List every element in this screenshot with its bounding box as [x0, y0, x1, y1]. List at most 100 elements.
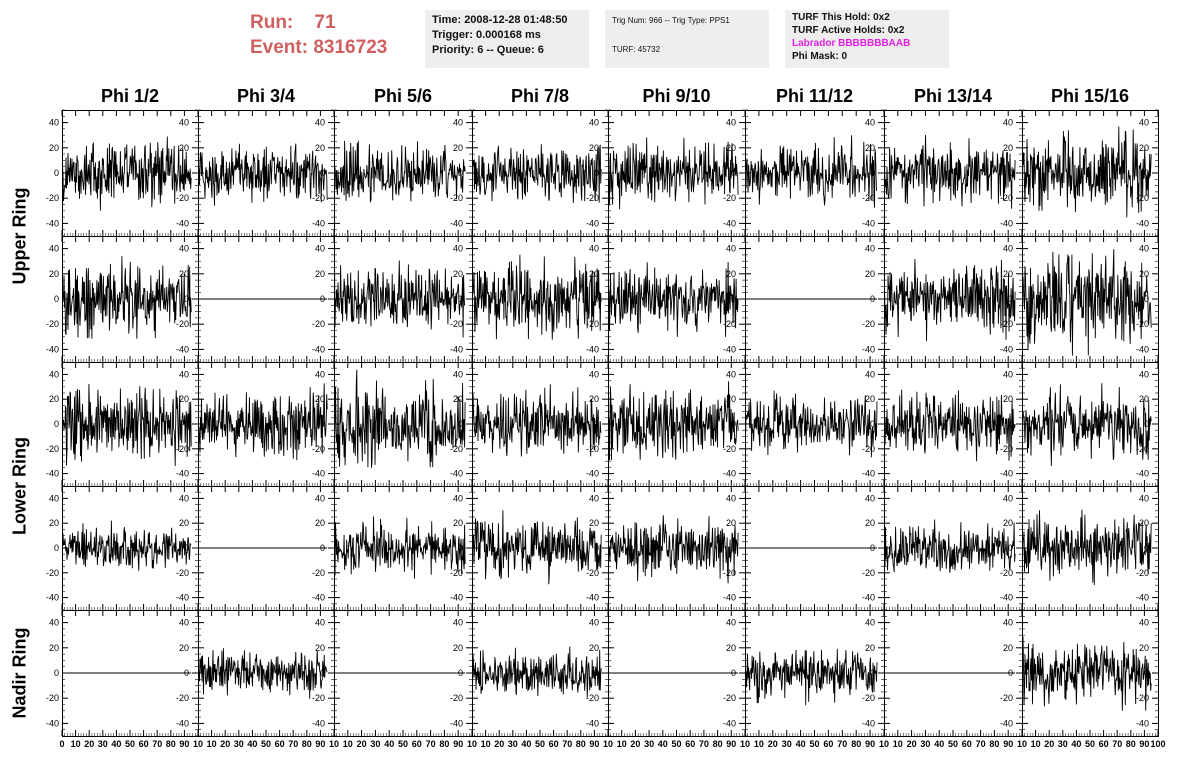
- y-tick-label: -20: [862, 319, 875, 329]
- y-tick-label: -40: [46, 344, 59, 354]
- x-tick-label: 90: [315, 739, 325, 749]
- y-tick-label: 20: [179, 394, 189, 404]
- y-tick-label: 20: [49, 518, 59, 528]
- y-tick-label: -40: [176, 718, 189, 728]
- y-tick-label: -20: [176, 444, 189, 454]
- y-tick-label: 20: [315, 394, 325, 404]
- y-tick-label: -40: [312, 469, 325, 479]
- y-tick-label: 40: [179, 118, 189, 128]
- x-tick-label: 40: [521, 739, 531, 749]
- y-tick-label: -40: [862, 469, 875, 479]
- waveform-trace: [334, 258, 466, 338]
- waveform-trace: [884, 519, 1016, 573]
- y-tick-label: -20: [312, 693, 325, 703]
- y-tick-label: 20: [1003, 518, 1013, 528]
- y-tick-label: 40: [315, 369, 325, 379]
- y-tick-label: 40: [1003, 244, 1013, 254]
- y-tick-label: -40: [450, 718, 463, 728]
- time-info-box: Time: 2008-12-28 01:48:50 Trigger: 0.000…: [425, 10, 589, 68]
- x-tick-label: 30: [370, 739, 380, 749]
- waveform-trace: [1022, 383, 1152, 467]
- y-tick-label: 40: [1139, 118, 1149, 128]
- waveform-trace: [472, 646, 602, 698]
- y-tick-label: 40: [1003, 369, 1013, 379]
- y-tick-label: 20: [589, 518, 599, 528]
- waveform-trace: [198, 648, 328, 699]
- x-tick-label: 20: [357, 739, 367, 749]
- y-tick-label: -40: [1000, 218, 1013, 228]
- x-tick-label: 90: [179, 739, 189, 749]
- waveform-trace: [472, 254, 602, 340]
- y-tick-label: 20: [726, 394, 736, 404]
- y-tick-label: -20: [46, 319, 59, 329]
- time-text: Time: 2008-12-28 01:48:50: [432, 14, 568, 26]
- y-tick-label: -40: [1000, 469, 1013, 479]
- y-tick-label: -40: [723, 469, 736, 479]
- y-tick-label: 40: [865, 493, 875, 503]
- y-tick-label: 40: [315, 493, 325, 503]
- waveform-trace: [472, 144, 602, 204]
- waveform-trace: [334, 516, 466, 579]
- y-tick-label: 40: [49, 618, 59, 628]
- x-tick-label: 10: [481, 739, 491, 749]
- y-tick-label: 0: [1008, 543, 1013, 553]
- y-tick-label: -20: [1136, 568, 1149, 578]
- y-tick-label: 0: [870, 419, 875, 429]
- y-tick-label: 40: [315, 244, 325, 254]
- y-tick-label: -40: [723, 718, 736, 728]
- y-tick-label: -20: [46, 193, 59, 203]
- y-tick-label: 20: [453, 143, 463, 153]
- x-tick-label: 10: [207, 739, 217, 749]
- y-tick-label: 20: [49, 394, 59, 404]
- y-tick-label: 40: [179, 369, 189, 379]
- y-tick-label: 20: [865, 518, 875, 528]
- x-tick-label: 30: [98, 739, 108, 749]
- waveform-trace: [884, 389, 1016, 462]
- y-tick-label: 40: [1139, 369, 1149, 379]
- labrador-text: Labrador BBBBBBBAAB: [792, 38, 911, 49]
- turf-this-hold-text: TURF This Hold: 0x2: [792, 12, 890, 23]
- y-tick-label: 20: [315, 643, 325, 653]
- y-tick-label: -20: [1000, 568, 1013, 578]
- y-tick-label: -20: [723, 444, 736, 454]
- x-tick-label: 40: [247, 739, 257, 749]
- waveform-trace: [472, 384, 602, 457]
- y-tick-label: -20: [312, 193, 325, 203]
- event-line: Event: 8316723: [250, 35, 420, 60]
- waveform-trace: [1022, 249, 1152, 356]
- y-tick-label: 20: [726, 143, 736, 153]
- waveform-trace: [1022, 509, 1152, 586]
- column-header: Phi 13/14: [913, 86, 993, 106]
- y-tick-label: 20: [1139, 143, 1149, 153]
- y-tick-label: -40: [723, 344, 736, 354]
- run-event-box: Run: 71 Event: 8316723: [250, 10, 420, 64]
- y-tick-label: 40: [865, 369, 875, 379]
- y-tick-label: -40: [862, 218, 875, 228]
- waveform-trace: [198, 383, 328, 461]
- column-header: Phi 3/4: [236, 86, 296, 106]
- waveform-trace: [884, 258, 1016, 342]
- y-tick-label: 0: [54, 419, 59, 429]
- y-tick-label: 20: [49, 269, 59, 279]
- x-tick-label: 20: [494, 739, 504, 749]
- y-tick-label: -40: [1000, 344, 1013, 354]
- y-tick-label: -20: [176, 193, 189, 203]
- y-tick-label: 20: [453, 643, 463, 653]
- waveform-trace: [62, 136, 192, 211]
- y-tick-label: -40: [1136, 344, 1149, 354]
- y-tick-label: -20: [1000, 444, 1013, 454]
- y-tick-label: -20: [450, 319, 463, 329]
- y-tick-label: 40: [589, 118, 599, 128]
